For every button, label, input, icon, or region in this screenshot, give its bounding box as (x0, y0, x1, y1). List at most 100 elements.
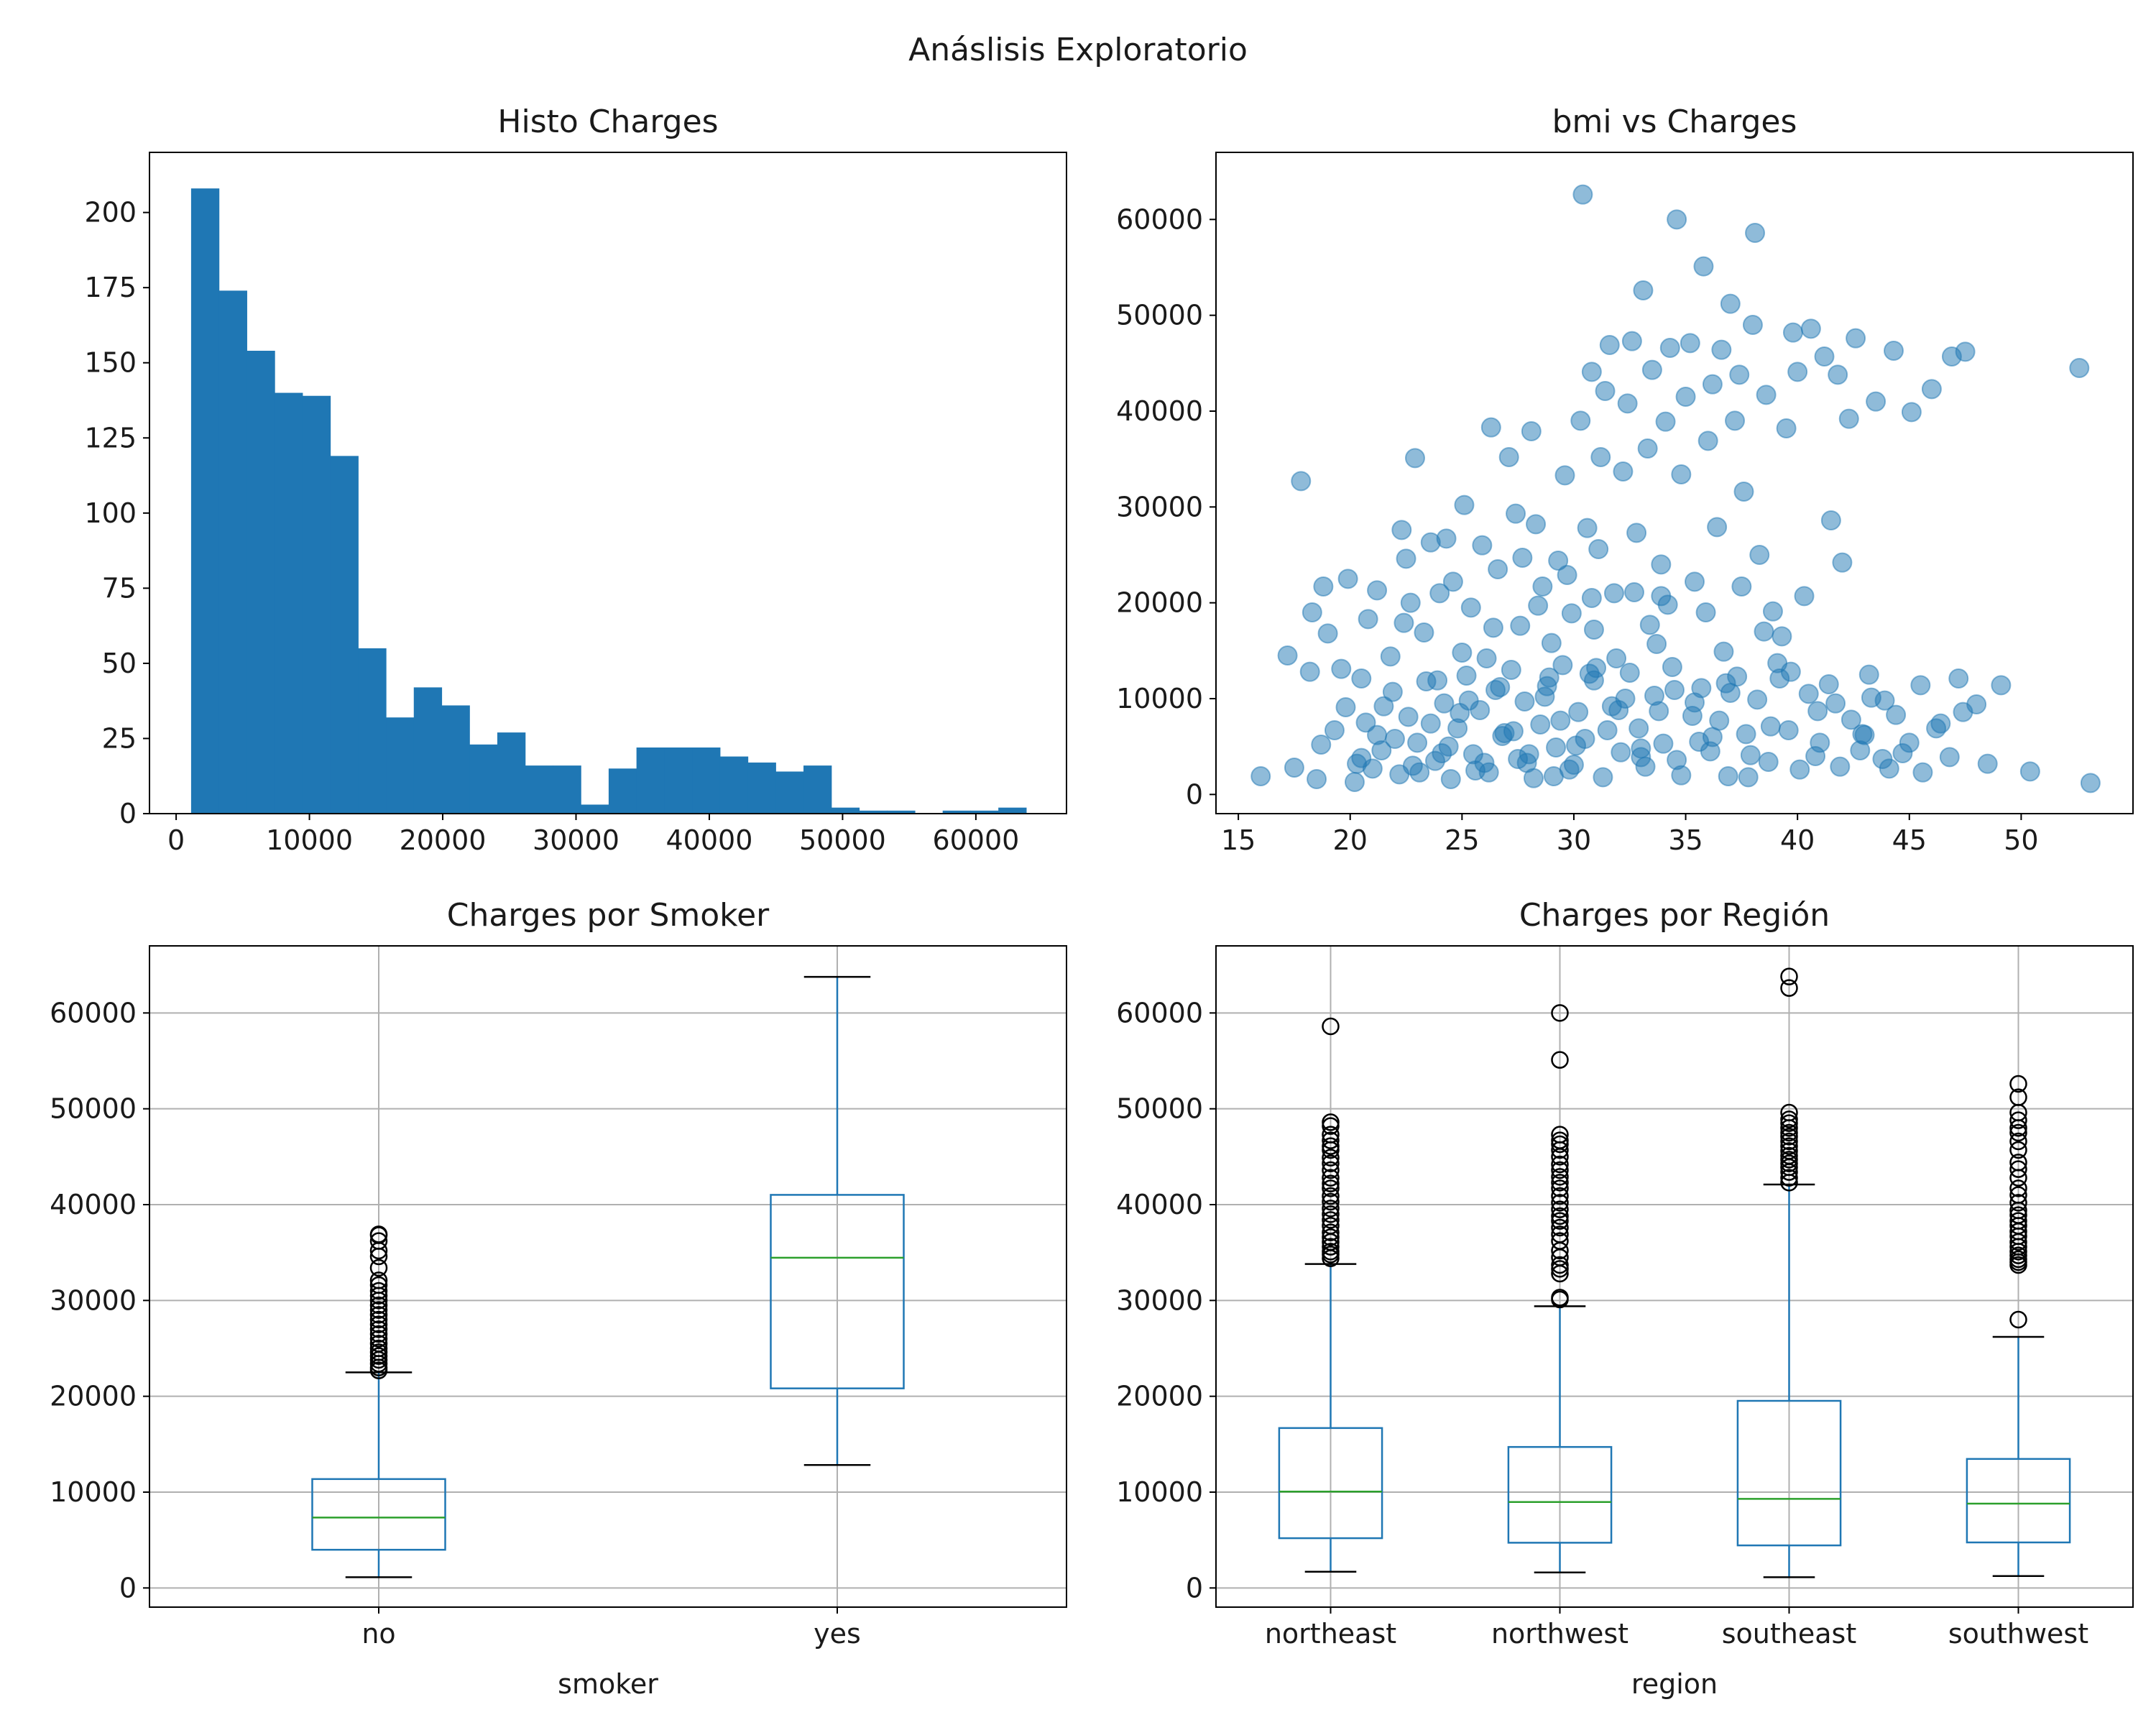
scatter-point (1557, 565, 1577, 585)
scatter-point (1653, 733, 1674, 754)
histogram-ytick-label: 0 (119, 798, 137, 829)
histogram-bar (441, 705, 470, 814)
scatter-point (1472, 535, 1493, 556)
scatter-point (1977, 753, 1998, 774)
region-boxplot-outlier (1551, 1212, 1569, 1230)
scatter-point (1454, 494, 1475, 515)
scatter-point (1552, 655, 1573, 676)
scatter-point (1311, 735, 1332, 755)
scatter-point (1685, 571, 1705, 592)
histogram-bar (887, 810, 916, 814)
region-boxplot-outlier (1322, 1200, 1340, 1218)
scatter-point (1846, 328, 1866, 349)
scatter-point (1324, 720, 1345, 740)
region-boxplot-outlier (1780, 1146, 1798, 1165)
scatter-point (1429, 583, 1450, 604)
scatter-point (2069, 358, 2090, 378)
scatter-point (1702, 727, 1723, 748)
histogram-ytick-label: 175 (84, 272, 137, 303)
scatter-point (1424, 750, 1445, 771)
region-boxplot-xtick-label: southeast (1722, 1618, 1856, 1650)
scatter-point (1637, 438, 1658, 459)
scatter-point (1800, 318, 1821, 339)
scatter-point (1284, 758, 1304, 778)
region-boxplot-outlier (1551, 1187, 1569, 1205)
scatter-point (1782, 322, 1803, 343)
scatter-point (1762, 601, 1783, 622)
scatter-point (1667, 209, 1687, 230)
scatter-point (1814, 346, 1835, 367)
scatter-point (1789, 759, 1810, 780)
scatter-point (1398, 707, 1419, 727)
smoker-boxplot-xtick-label: no (361, 1618, 395, 1650)
smoker-boxplot-title: Charges por Smoker (447, 897, 770, 934)
scatter-point (1662, 657, 1682, 677)
scatter-point (1939, 747, 1960, 768)
scatter-point (1416, 671, 1437, 691)
scatter-point (1344, 772, 1365, 792)
histogram-bar (275, 392, 303, 814)
histogram-bar (497, 732, 526, 814)
histogram-ytick-label: 200 (84, 197, 137, 229)
scatter-ytick-label: 60000 (1116, 203, 1203, 235)
scatter-point (1581, 588, 1602, 608)
scatter-point (1599, 335, 1620, 355)
scatter-point (1866, 391, 1886, 412)
scatter-ytick-label: 10000 (1116, 683, 1203, 714)
region-boxplot-outlier (1780, 1169, 1798, 1187)
scatter-point (1367, 724, 1388, 745)
histogram-bar (302, 395, 331, 814)
histogram-bar (525, 765, 554, 814)
region-boxplot-outlier (2009, 1075, 2027, 1093)
scatter-point (1841, 709, 1861, 730)
scatter-point (1588, 539, 1609, 559)
scatter-point (1787, 362, 1808, 382)
region-boxplot-outlier (2009, 1111, 2027, 1129)
scatter-point (1879, 758, 1899, 779)
scatter-point (1685, 692, 1705, 713)
region-boxplot-outlier (1322, 1149, 1340, 1167)
region-boxplot-outlier (2009, 1123, 2027, 1142)
scatter-point (1641, 359, 1662, 380)
scatter-point (1693, 256, 1714, 277)
region-boxplot-xtick-label: southwest (1948, 1618, 2088, 1650)
region-boxplot-outlier (1551, 1200, 1569, 1218)
smoker-boxplot-ytick-label: 60000 (50, 997, 137, 1029)
scatter-point (1575, 729, 1595, 749)
region-boxplot-ytick-label: 0 (1186, 1572, 1203, 1604)
scatter-xtick-label: 45 (1892, 824, 1927, 856)
scatter-point (1825, 693, 1846, 714)
smoker-boxplot-xtick-label: yes (814, 1618, 861, 1650)
scatter-point (1617, 393, 1638, 414)
scatter-point (1697, 431, 1718, 451)
scatter-point (1655, 411, 1676, 432)
histogram-ytick-label: 50 (102, 648, 137, 679)
histogram-xtick-label: 0 (167, 824, 185, 856)
scatter-point (1456, 666, 1477, 686)
smoker-boxplot-outlier (369, 1339, 388, 1358)
region-boxplot-outlier (1780, 1137, 1798, 1155)
scatter-frame (1215, 152, 2134, 814)
scatter-point (1597, 720, 1618, 740)
scatter-point (1393, 612, 1414, 633)
scatter-point (1651, 586, 1672, 607)
scatter-point (1561, 603, 1582, 624)
region-boxplot-outlier (2009, 1179, 2027, 1197)
scatter-point (1603, 583, 1624, 604)
region-boxplot-outlier (2009, 1212, 2027, 1230)
scatter-point (1886, 704, 1907, 725)
histogram-bar (358, 648, 387, 814)
scatter-point (1501, 660, 1521, 680)
scatter-point (1541, 632, 1562, 653)
histogram-title: Histo Charges (497, 104, 718, 140)
scatter-point (1351, 668, 1372, 689)
region-boxplot-outlier (1551, 1225, 1569, 1243)
scatter-point (1510, 615, 1531, 636)
scatter-point (1615, 689, 1636, 709)
scatter-ytick-label: 50000 (1116, 300, 1203, 331)
scatter-point (1628, 718, 1649, 739)
scatter-point (1490, 677, 1511, 697)
smoker-boxplot-box (311, 1478, 446, 1551)
scatter-point (1611, 742, 1631, 763)
